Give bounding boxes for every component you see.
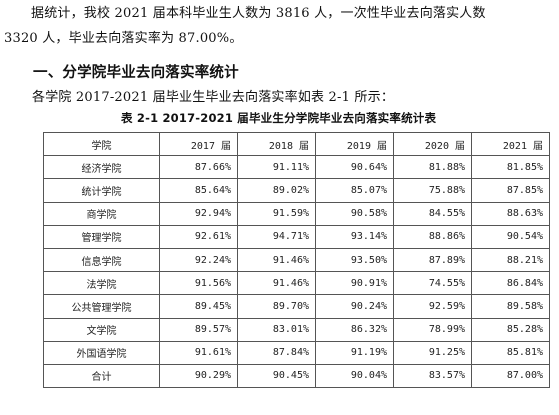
- cell-college: 公共管理学院: [43, 294, 160, 319]
- cell-2017: 89.57%: [159, 317, 238, 342]
- header-2018: 2018 届: [237, 131, 316, 157]
- cell-2019: 90.58%: [315, 201, 394, 226]
- header-2017: 2017 届: [159, 131, 238, 157]
- cell-2021: 87.00%: [471, 363, 550, 389]
- table-row: 文学院 89.57% 83.01% 86.32% 78.99% 85.28%: [43, 317, 550, 342]
- cell-2017: 89.45%: [159, 294, 238, 319]
- header-college: 学院: [43, 131, 160, 157]
- table-row: 法学院 91.56% 91.46% 90.91% 74.55% 86.84%: [43, 271, 550, 296]
- cell-college: 外国语学院: [43, 340, 160, 365]
- cell-2021: 89.58%: [471, 294, 550, 319]
- table-row: 统计学院 85.64% 89.02% 85.07% 75.88% 87.85%: [43, 178, 550, 203]
- header-2021: 2021 届: [471, 131, 550, 157]
- cell-2017: 92.61%: [159, 224, 238, 249]
- cell-2020: 88.86%: [393, 224, 472, 249]
- cell-2020: 84.55%: [393, 201, 472, 226]
- cell-2018: 91.11%: [237, 155, 316, 180]
- table-row: 信息学院 92.24% 91.46% 93.50% 87.89% 88.21%: [43, 247, 550, 273]
- cell-2021: 81.85%: [471, 155, 550, 180]
- cell-2017: 91.56%: [159, 271, 238, 296]
- cell-2021: 86.84%: [471, 271, 550, 296]
- cell-2021: 85.81%: [471, 340, 550, 365]
- table-row: 商学院 92.94% 91.59% 90.58% 84.55% 88.63%: [43, 201, 550, 226]
- cell-college: 合计: [43, 363, 160, 389]
- cell-2018: 89.70%: [237, 294, 316, 319]
- table-row: 外国语学院 91.61% 87.84% 91.19% 91.25% 85.81%: [43, 340, 550, 365]
- cell-2017: 87.66%: [159, 155, 238, 180]
- cell-college: 经济学院: [43, 155, 160, 180]
- cell-2017: 91.61%: [159, 340, 238, 365]
- section-heading: 一、分学院毕业去向落实率统计: [33, 65, 239, 81]
- cell-2019: 90.91%: [315, 271, 394, 296]
- table-row: 公共管理学院 89.45% 89.70% 90.24% 92.59% 89.58%: [43, 294, 550, 319]
- cell-2019: 93.14%: [315, 224, 394, 249]
- cell-2021: 90.54%: [471, 224, 550, 249]
- cell-2020: 83.57%: [393, 363, 472, 389]
- table-row: 经济学院 87.66% 91.11% 90.64% 81.88% 81.85%: [43, 155, 550, 180]
- placement-rate-table: 学院 2017 届 2018 届 2019 届 2020 届 2021 届 经济…: [43, 131, 550, 389]
- cell-2020: 81.88%: [393, 155, 472, 180]
- cell-2017: 92.24%: [159, 247, 238, 273]
- cell-2018: 94.71%: [237, 224, 316, 249]
- cell-2019: 90.64%: [315, 155, 394, 180]
- cell-2017: 92.94%: [159, 201, 238, 226]
- cell-college: 文学院: [43, 317, 160, 342]
- paragraph-line-2: 3320 人，毕业去向落实率为 87.00%。: [4, 31, 243, 46]
- cell-college: 信息学院: [43, 247, 160, 273]
- cell-college: 统计学院: [43, 178, 160, 203]
- cell-2020: 92.59%: [393, 294, 472, 319]
- table-header-row: 学院 2017 届 2018 届 2019 届 2020 届 2021 届: [43, 131, 550, 157]
- cell-2021: 87.85%: [471, 178, 550, 203]
- cell-2019: 86.32%: [315, 317, 394, 342]
- table-row: 合计 90.29% 90.45% 90.04% 83.57% 87.00%: [43, 363, 550, 389]
- cell-2018: 87.84%: [237, 340, 316, 365]
- cell-2017: 85.64%: [159, 178, 238, 203]
- cell-2021: 85.28%: [471, 317, 550, 342]
- cell-2018: 91.46%: [237, 247, 316, 273]
- cell-2018: 83.01%: [237, 317, 316, 342]
- table-row: 管理学院 92.61% 94.71% 93.14% 88.86% 90.54%: [43, 224, 550, 249]
- cell-2018: 91.46%: [237, 271, 316, 296]
- cell-2019: 85.07%: [315, 178, 394, 203]
- header-2019: 2019 届: [315, 131, 394, 157]
- cell-2019: 93.50%: [315, 247, 394, 273]
- cell-college: 法学院: [43, 271, 160, 296]
- cell-college: 管理学院: [43, 224, 160, 249]
- cell-2019: 91.19%: [315, 340, 394, 365]
- cell-2021: 88.63%: [471, 201, 550, 226]
- cell-2020: 78.99%: [393, 317, 472, 342]
- cell-2019: 90.04%: [315, 363, 394, 389]
- paragraph-line-1: 据统计，我校 2021 届本科毕业生人数为 3816 人，一次性毕业去向落实人数: [31, 6, 486, 21]
- cell-college: 商学院: [43, 201, 160, 226]
- table-caption: 表 2-1 2017-2021 届毕业生分学院毕业去向落实率统计表: [121, 111, 437, 125]
- header-2020: 2020 届: [393, 131, 472, 157]
- cell-2019: 90.24%: [315, 294, 394, 319]
- cell-2018: 89.02%: [237, 178, 316, 203]
- cell-2020: 87.89%: [393, 247, 472, 273]
- cell-2020: 74.55%: [393, 271, 472, 296]
- intro-text: 各学院 2017-2021 届毕业生毕业去向落实率如表 2-1 所示：: [32, 90, 395, 105]
- cell-2017: 90.29%: [159, 363, 238, 389]
- cell-2021: 88.21%: [471, 247, 550, 273]
- cell-2018: 90.45%: [237, 363, 316, 389]
- cell-2020: 75.88%: [393, 178, 472, 203]
- cell-2020: 91.25%: [393, 340, 472, 365]
- cell-2018: 91.59%: [237, 201, 316, 226]
